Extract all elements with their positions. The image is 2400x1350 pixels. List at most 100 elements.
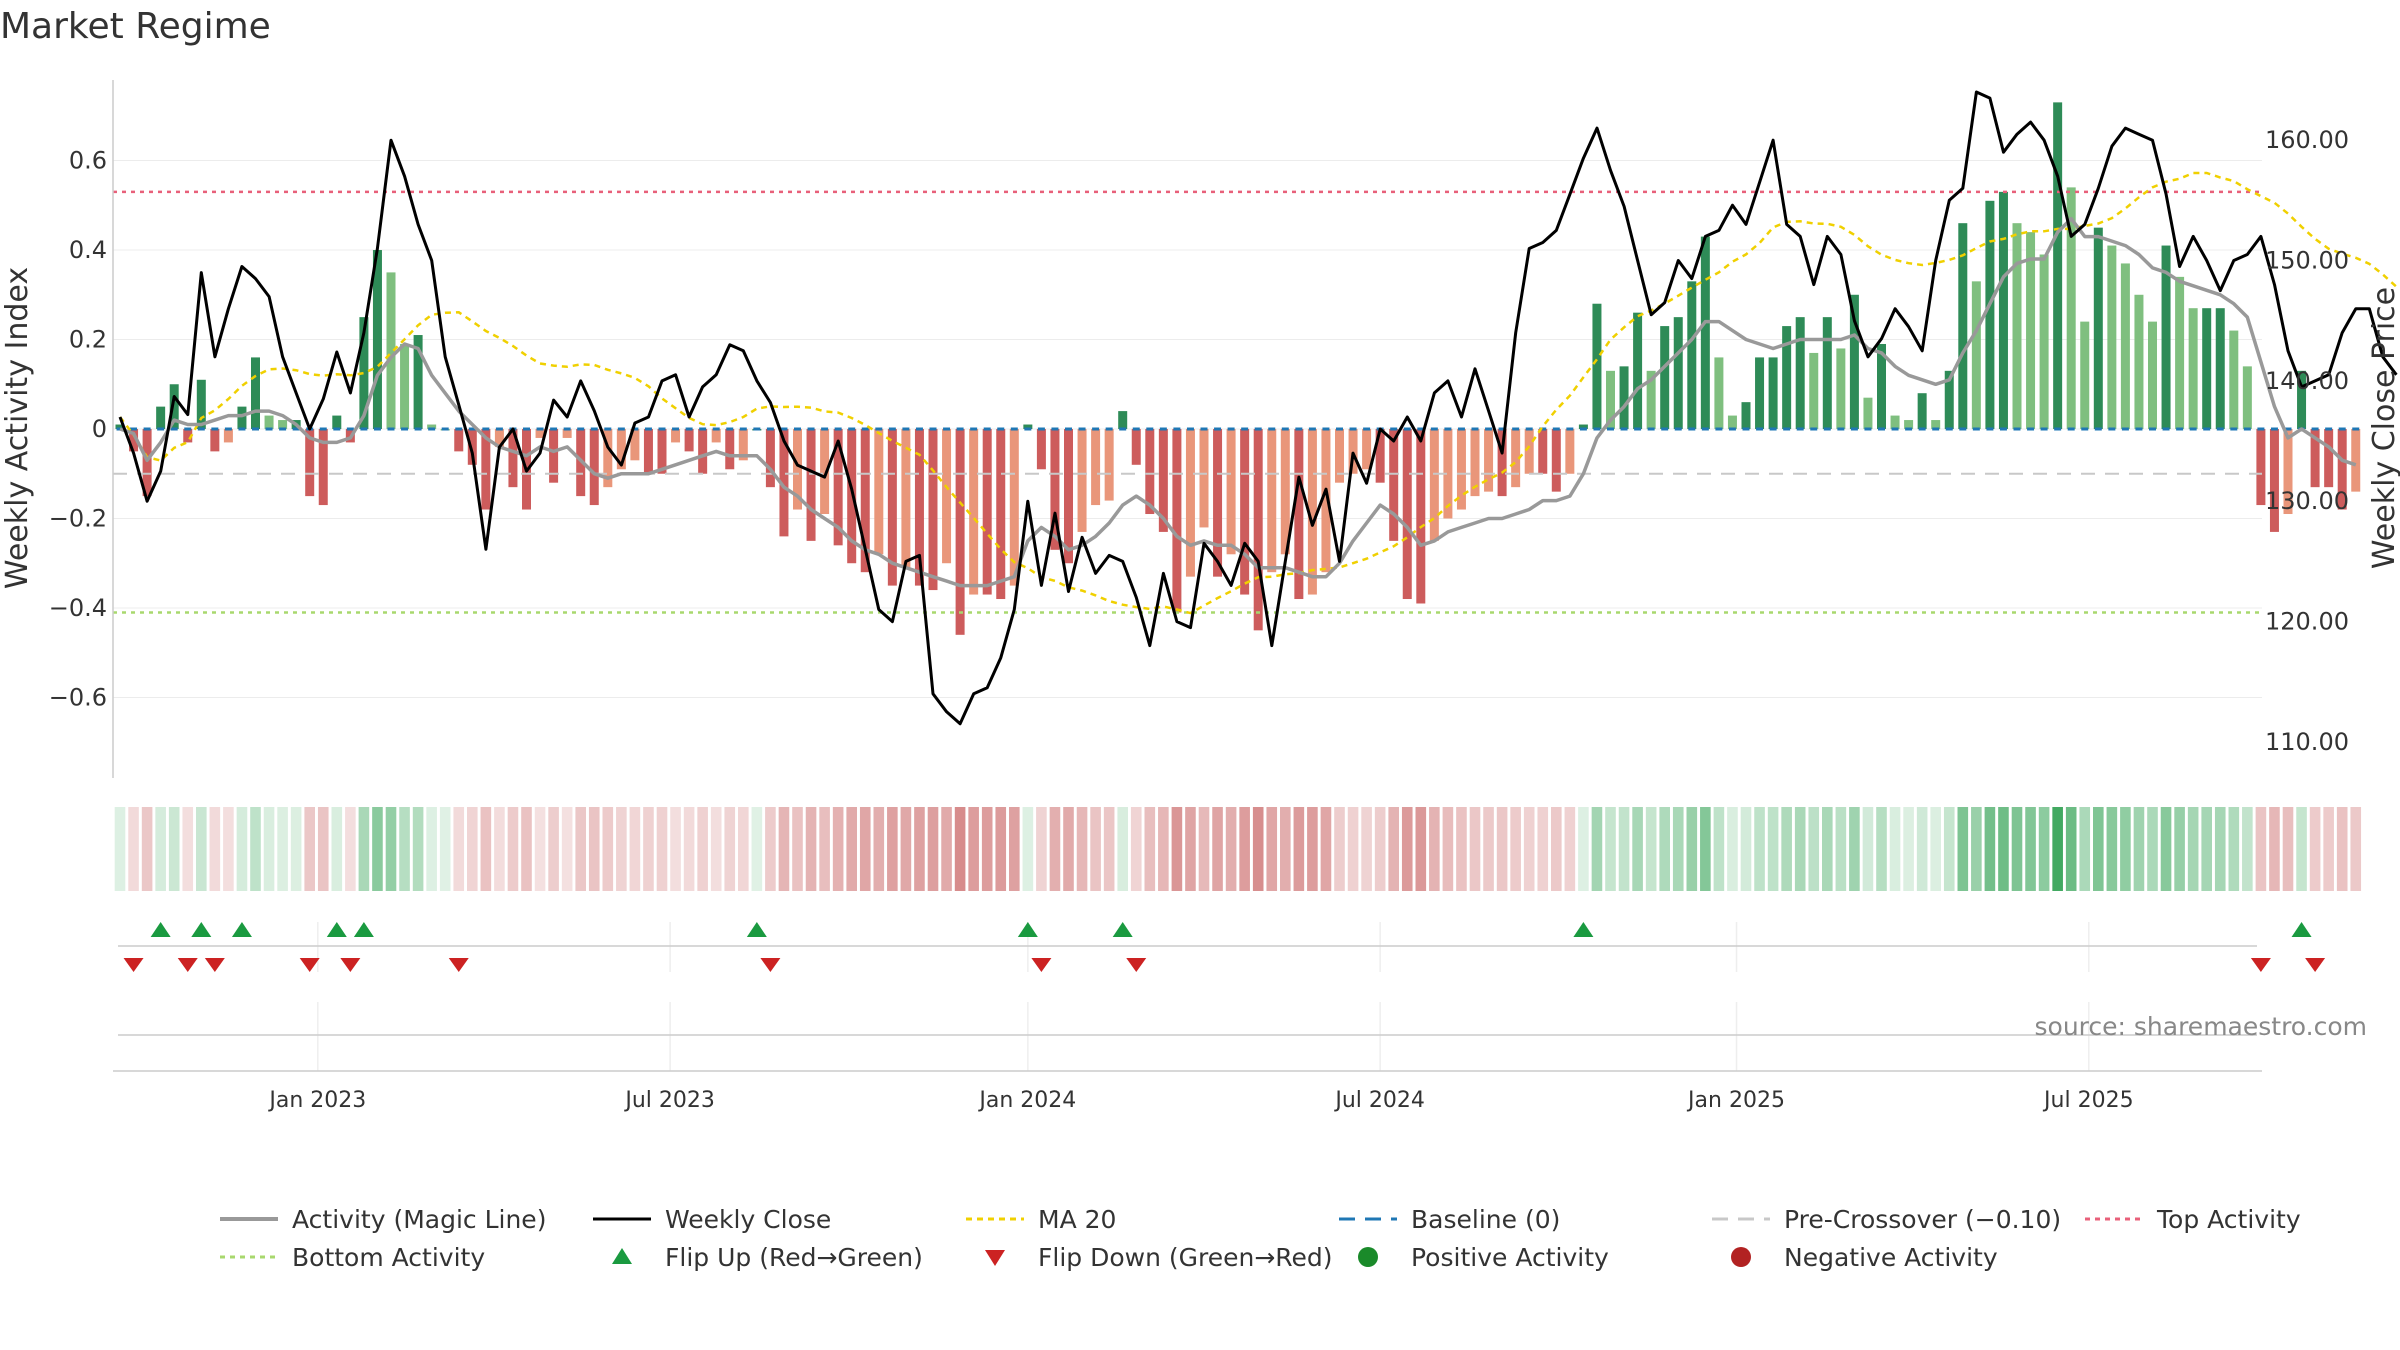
y-tick-left: 0 [92, 415, 107, 443]
activity-bar [2134, 294, 2144, 429]
regime-cell [2025, 807, 2036, 891]
regime-cell [1740, 807, 1752, 891]
flip-up-marker [231, 922, 252, 937]
regime-cell [467, 807, 478, 891]
y-tick-right: 150.00 [2265, 247, 2349, 275]
activity-bar [1104, 429, 1114, 501]
regime-cell [2174, 807, 2185, 891]
flip-down-marker [1031, 958, 1052, 972]
regime-cell [2065, 807, 2077, 891]
legend-item: Pre-Crossover (−0.10) [1712, 1205, 2061, 1234]
y-axis-left-label: Weekly Activity Index [0, 267, 35, 589]
flip-up-marker [1017, 922, 1038, 937]
regime-cell [1537, 807, 1549, 891]
activity-bar [427, 424, 437, 429]
activity-bar [454, 429, 464, 452]
activity-bar [1985, 200, 1995, 429]
activity-bar [372, 250, 382, 429]
regime-cell [1523, 807, 1535, 891]
regime-cell [358, 807, 370, 891]
regime-cell [1036, 807, 1047, 891]
series-lines [118, 90, 2398, 726]
activity-bar [1050, 429, 1060, 550]
activity-bar [616, 429, 626, 470]
regime-cell [724, 807, 736, 891]
regime-cell [1252, 807, 1264, 891]
activity-bar [589, 429, 599, 506]
regime-cell [710, 807, 722, 891]
y-axis-right-label: Weekly Close Price [2367, 287, 2400, 569]
activity-bar [2012, 223, 2022, 429]
activity-bar [2310, 429, 2320, 488]
regime-cell [2323, 807, 2334, 891]
legend-item: Negative Activity [1731, 1243, 1998, 1272]
flip-down-marker [2305, 958, 2326, 972]
regime-cell [1510, 807, 1521, 891]
legend-swatch [985, 1250, 1005, 1266]
regime-cell [2269, 807, 2280, 891]
activity-bar [2202, 308, 2212, 429]
activity-bar [1335, 429, 1344, 483]
regime-cell [1076, 807, 1088, 891]
activity-bar [928, 429, 938, 591]
activity-bar [2242, 366, 2252, 429]
regime-cell [1849, 807, 1860, 891]
regime-cell [1659, 807, 1670, 891]
regime-cell [751, 807, 763, 891]
y-axis-ticks: 0.6 0.4 0.2 0 −0.2 −0.4 −0.6 160.00 150.00 140.00… [49, 126, 2349, 756]
regime-cell [2079, 807, 2091, 891]
regime-cell [2052, 807, 2063, 891]
activity-bar [1199, 429, 1209, 528]
activity-bar [1931, 420, 1941, 429]
x-axis-ticks: Jan 2023 Jul 2023 Jan 2024 Jul 2024 Jan 2025… [267, 1088, 2133, 1113]
activity-bar [1375, 429, 1385, 483]
activity-bar [1524, 429, 1534, 474]
activity-bar [698, 429, 708, 474]
legend-label: Negative Activity [1784, 1243, 1998, 1272]
legend: Activity (Magic Line) Weekly Close MA 20 Ba… [220, 1205, 2301, 1272]
activity-bar [1402, 429, 1412, 600]
regime-cell [819, 807, 830, 891]
activity-bar [264, 415, 274, 429]
activity-bar [2351, 429, 2361, 492]
regime-cell [2296, 807, 2307, 891]
activity-bar [1673, 317, 1683, 429]
activity-bar [969, 429, 979, 595]
activity-bar [1389, 429, 1399, 541]
regime-cell [629, 807, 641, 891]
activity-bar [1470, 429, 1480, 497]
y-tick-right: 130.00 [2265, 487, 2349, 515]
activity-bar [2283, 429, 2293, 515]
activity-bar [278, 420, 288, 429]
activity-bar [305, 429, 315, 497]
activity-bar [1497, 429, 1507, 497]
regime-cell [1591, 807, 1603, 891]
legend-label: Pre-Crossover (−0.10) [1784, 1205, 2061, 1234]
y-tick-right: 140.00 [2265, 367, 2349, 395]
regime-cell [738, 807, 749, 891]
regime-cell [168, 807, 180, 891]
regime-cell [2214, 807, 2226, 891]
regime-cell [1903, 807, 1914, 891]
regime-cell [304, 807, 315, 891]
activity-bar [251, 357, 260, 429]
regime-cell [873, 807, 885, 891]
regime-cell [1280, 807, 1291, 891]
activity-bar [1863, 397, 1873, 429]
activity-bar [1023, 424, 1033, 429]
regime-cell [2093, 807, 2104, 891]
legend-item: Baseline (0) [1339, 1205, 1560, 1234]
activity-bar [237, 406, 247, 429]
x-tick-label: Jul 2025 [2042, 1088, 2134, 1113]
regime-cell [1496, 807, 1508, 891]
regime-cell [2350, 807, 2362, 891]
flip-down-marker [123, 958, 144, 972]
activity-bar [1606, 370, 1615, 429]
activity-bar [2107, 245, 2117, 429]
activity-magic-line [119, 216, 2357, 588]
regime-cell [548, 807, 559, 891]
legend-item: Flip Up (Red→Green) [612, 1243, 923, 1272]
activity-bar [1036, 429, 1046, 470]
regime-cell [1334, 807, 1345, 891]
legend-item: Weekly Close [593, 1205, 831, 1234]
